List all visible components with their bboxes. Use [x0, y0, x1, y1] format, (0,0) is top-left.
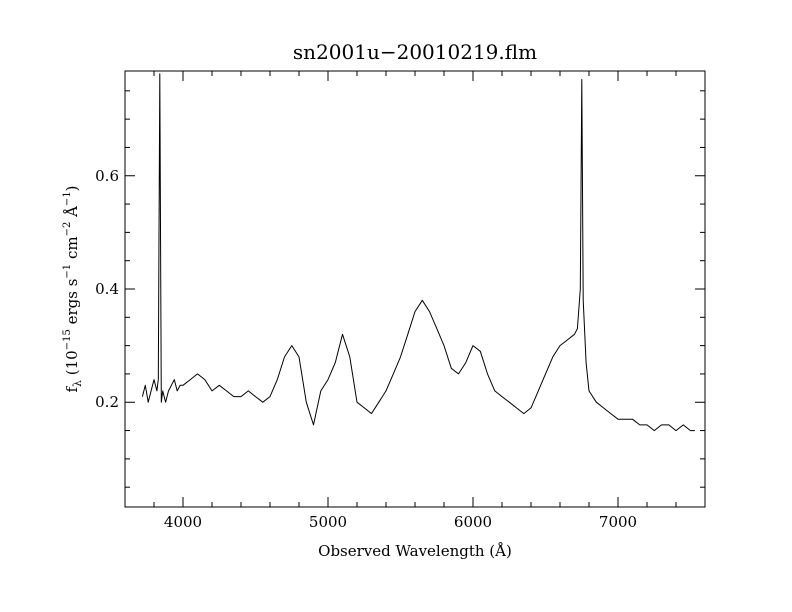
y-tick-label: 0.6: [95, 167, 119, 185]
chart-title: sn2001u−20010219.flm: [293, 40, 537, 64]
x-tick-label: 6000: [454, 513, 492, 531]
y-tick-label: 0.4: [95, 280, 119, 298]
x-tick-label: 4000: [164, 513, 202, 531]
x-tick-label: 7000: [599, 513, 637, 531]
spectrum-line: [141, 73, 695, 432]
axis-ticks: [124, 71, 706, 507]
y-axis-label: fλ (10−15 ergs s−1 cm−2 Å−1): [62, 185, 84, 392]
y-tick-labels: 0.2 0.4 0.6: [95, 167, 119, 411]
y-tick-label: 0.2: [95, 393, 119, 411]
series-layer: [141, 73, 695, 432]
x-tick-labels: 4000 5000 6000 7000: [164, 513, 637, 531]
plot-frame: [124, 70, 706, 508]
x-tick-label: 5000: [309, 513, 347, 531]
x-axis-label: Observed Wavelength (Å): [318, 542, 512, 560]
